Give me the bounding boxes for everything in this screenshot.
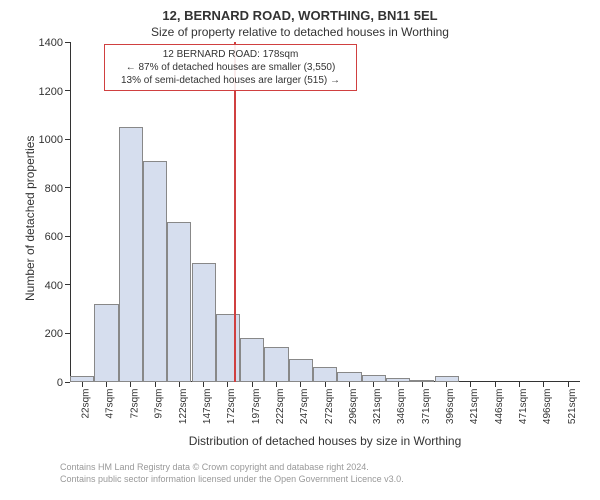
footer-text: Contains HM Land Registry data © Crown c… [60,462,580,485]
x-tick [130,382,131,387]
y-tick [65,42,70,43]
x-tick [106,382,107,387]
x-tick-label: 172sqm [226,389,237,425]
x-tick [373,382,374,387]
histogram-bar [167,222,191,382]
x-tick [495,382,496,387]
histogram-bar [143,161,167,382]
x-tick-label: 72sqm [129,389,140,419]
histogram-bar [94,304,118,382]
footer-line2: Contains public sector information licen… [60,474,580,486]
x-tick-label: 396sqm [445,389,456,425]
x-tick-label: 446sqm [494,389,505,425]
chart-container: 12, BERNARD ROAD, WORTHING, BN11 5EL Siz… [0,0,600,500]
histogram-bar [337,372,361,382]
footer-line1: Contains HM Land Registry data © Crown c… [60,462,580,474]
x-tick [568,382,569,387]
x-tick-label: 22sqm [81,389,92,419]
histogram-bar [264,347,288,382]
y-tick [65,284,70,285]
x-tick [446,382,447,387]
histogram-bar [119,127,143,382]
histogram-bar [192,263,216,382]
x-tick [470,382,471,387]
plot-area: 020040060080010001200140022sqm47sqm72sqm… [70,42,580,382]
y-tick-label: 1400 [25,37,63,49]
x-tick-label: 272sqm [324,389,335,425]
x-tick [276,382,277,387]
chart-subtitle: Size of property relative to detached ho… [0,25,600,39]
x-tick [300,382,301,387]
y-axis [70,42,71,382]
x-tick [179,382,180,387]
histogram-bar [240,338,264,382]
chart-title: 12, BERNARD ROAD, WORTHING, BN11 5EL [0,8,600,23]
y-tick [65,139,70,140]
x-tick-label: 122sqm [178,389,189,425]
x-tick [227,382,228,387]
x-tick [82,382,83,387]
x-tick [325,382,326,387]
annotation-line3: 13% of semi-detached houses are larger (… [111,74,350,87]
histogram-bar [313,367,337,382]
x-tick-label: 421sqm [469,389,480,425]
y-tick-label: 200 [25,328,63,340]
y-axis-label: Number of detached properties [23,121,37,301]
x-tick-label: 47sqm [105,389,116,419]
x-tick-label: 147sqm [202,389,213,425]
x-tick-label: 371sqm [421,389,432,425]
x-tick-label: 471sqm [518,389,529,425]
x-tick-label: 222sqm [275,389,286,425]
marker-line [234,42,236,382]
x-tick-label: 97sqm [154,389,165,419]
x-tick [422,382,423,387]
x-tick-label: 321sqm [372,389,383,425]
x-tick-label: 296sqm [348,389,359,425]
histogram-bar [289,359,313,382]
x-tick [398,382,399,387]
x-tick [203,382,204,387]
x-tick [349,382,350,387]
x-tick-label: 521sqm [567,389,578,425]
y-tick [65,90,70,91]
x-tick [155,382,156,387]
x-tick [252,382,253,387]
x-tick-label: 346sqm [397,389,408,425]
y-tick-label: 1200 [25,86,63,98]
histogram-bar [216,314,240,382]
x-axis-label: Distribution of detached houses by size … [70,434,580,448]
y-tick-label: 0 [25,377,63,389]
x-tick-label: 247sqm [299,389,310,425]
x-tick-label: 197sqm [251,389,262,425]
y-tick [65,333,70,334]
x-tick-label: 496sqm [542,389,553,425]
y-tick [65,187,70,188]
x-tick [519,382,520,387]
histogram-bar [362,375,386,382]
x-tick [543,382,544,387]
y-tick [65,236,70,237]
marker-annotation: 12 BERNARD ROAD: 178sqm ← 87% of detache… [104,44,357,91]
annotation-line2: ← 87% of detached houses are smaller (3,… [111,61,350,74]
annotation-line1: 12 BERNARD ROAD: 178sqm [111,48,350,61]
